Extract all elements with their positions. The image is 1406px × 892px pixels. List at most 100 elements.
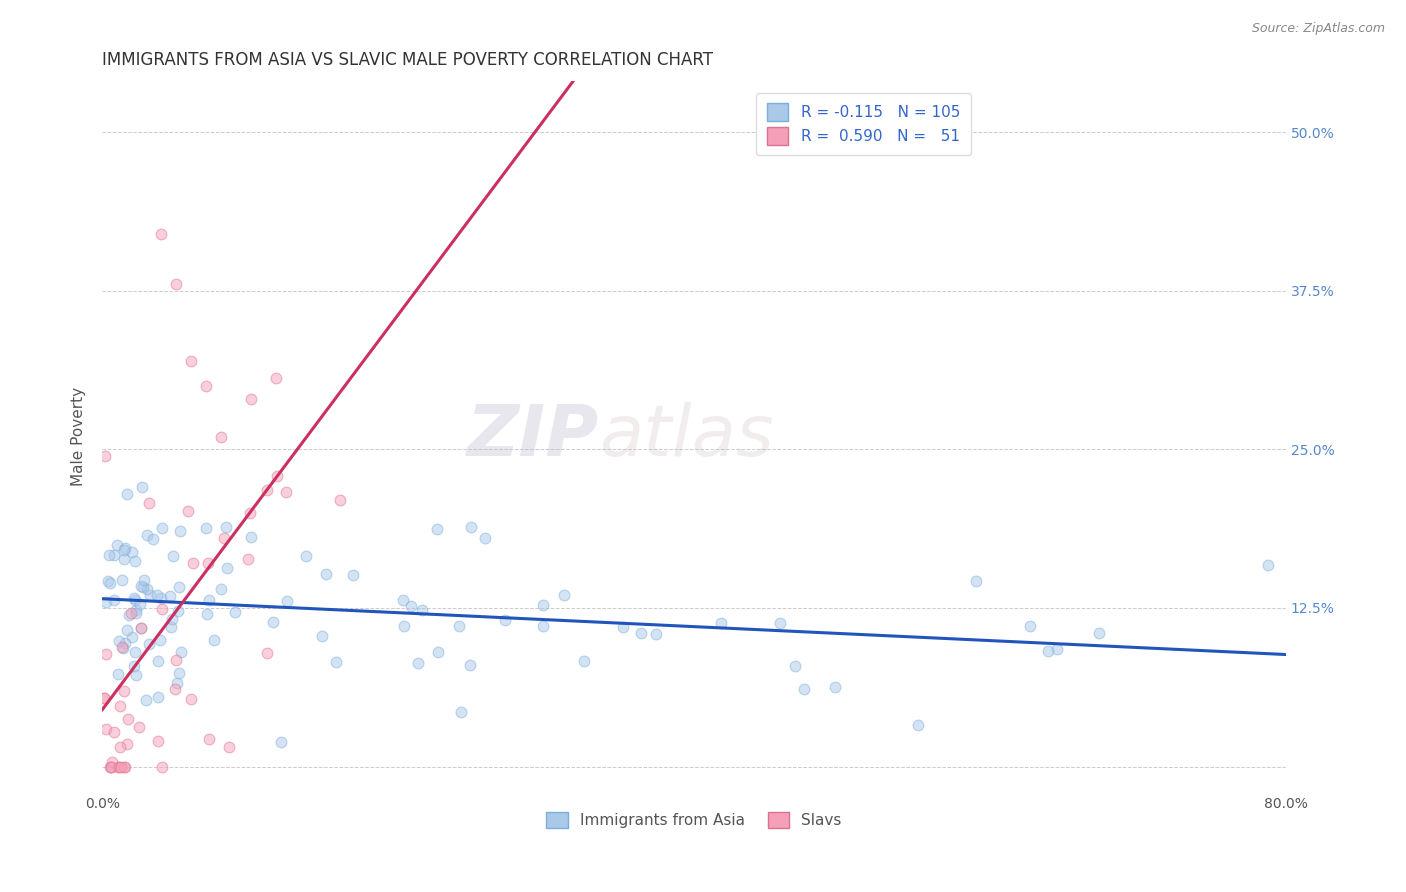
Point	[630, 626, 652, 640]
Point	[1036, 644, 1059, 658]
Point	[114, 541, 136, 556]
Text: atlas: atlas	[599, 402, 775, 471]
Point	[180, 691, 202, 706]
Point	[162, 612, 184, 626]
Point	[180, 353, 202, 368]
Point	[531, 599, 554, 613]
Point	[132, 580, 155, 594]
Point	[149, 632, 172, 647]
Point	[1257, 558, 1279, 572]
Point	[391, 593, 413, 607]
Point	[93, 690, 115, 705]
Point	[103, 548, 125, 562]
Text: Source: ZipAtlas.com: Source: ZipAtlas.com	[1251, 22, 1385, 36]
Point	[450, 705, 472, 719]
Point	[110, 759, 132, 773]
Point	[97, 574, 120, 588]
Point	[111, 574, 134, 588]
Point	[169, 524, 191, 539]
Point	[124, 668, 146, 682]
Point	[94, 449, 117, 463]
Point	[239, 506, 262, 520]
Point	[131, 480, 153, 494]
Point	[125, 603, 148, 617]
Point	[965, 574, 987, 588]
Point	[118, 607, 141, 622]
Point	[122, 591, 145, 606]
Point	[644, 627, 666, 641]
Point	[1088, 626, 1111, 640]
Point	[224, 606, 246, 620]
Point	[215, 561, 238, 575]
Point	[276, 594, 298, 608]
Point	[329, 493, 352, 508]
Point	[266, 469, 288, 483]
Point	[121, 630, 143, 644]
Point	[135, 693, 157, 707]
Point	[114, 635, 136, 649]
Point	[494, 613, 516, 627]
Point	[202, 632, 225, 647]
Point	[274, 485, 297, 500]
Point	[98, 759, 121, 773]
Point	[209, 430, 232, 444]
Point	[146, 589, 169, 603]
Point	[146, 733, 169, 747]
Point	[134, 573, 156, 587]
Point	[166, 675, 188, 690]
Point	[108, 739, 131, 754]
Point	[264, 370, 287, 384]
Point	[295, 549, 318, 563]
Point	[94, 722, 117, 736]
Point	[94, 595, 117, 609]
Point	[531, 619, 554, 633]
Point	[177, 504, 200, 518]
Text: ZIP: ZIP	[467, 402, 599, 471]
Point	[167, 580, 190, 594]
Point	[124, 554, 146, 568]
Point	[194, 521, 217, 535]
Point	[121, 545, 143, 559]
Point	[181, 557, 204, 571]
Point	[460, 520, 482, 534]
Point	[98, 548, 121, 562]
Point	[406, 656, 429, 670]
Point	[474, 532, 496, 546]
Point	[218, 739, 240, 754]
Point	[125, 606, 148, 620]
Point	[262, 615, 284, 630]
Point	[401, 599, 423, 613]
Point	[100, 759, 122, 773]
Legend: Immigrants from Asia, Slavs: Immigrants from Asia, Slavs	[540, 805, 848, 834]
Point	[167, 604, 190, 618]
Point	[447, 619, 470, 633]
Point	[768, 615, 790, 630]
Point	[107, 537, 129, 551]
Point	[103, 593, 125, 607]
Point	[150, 602, 173, 616]
Point	[129, 579, 152, 593]
Point	[107, 667, 129, 681]
Point	[165, 277, 187, 292]
Point	[129, 621, 152, 635]
Point	[572, 654, 595, 668]
Point	[170, 645, 193, 659]
Point	[98, 576, 121, 591]
Point	[108, 699, 131, 714]
Point	[115, 738, 138, 752]
Point	[128, 720, 150, 734]
Point	[146, 654, 169, 668]
Point	[114, 759, 136, 773]
Point	[427, 645, 450, 659]
Point	[103, 724, 125, 739]
Point	[710, 615, 733, 630]
Point	[458, 657, 481, 672]
Point	[112, 542, 135, 557]
Point	[138, 637, 160, 651]
Point	[195, 607, 218, 622]
Point	[236, 552, 259, 566]
Point	[907, 718, 929, 732]
Y-axis label: Male Poverty: Male Poverty	[72, 387, 86, 486]
Point	[793, 681, 815, 696]
Point	[270, 735, 292, 749]
